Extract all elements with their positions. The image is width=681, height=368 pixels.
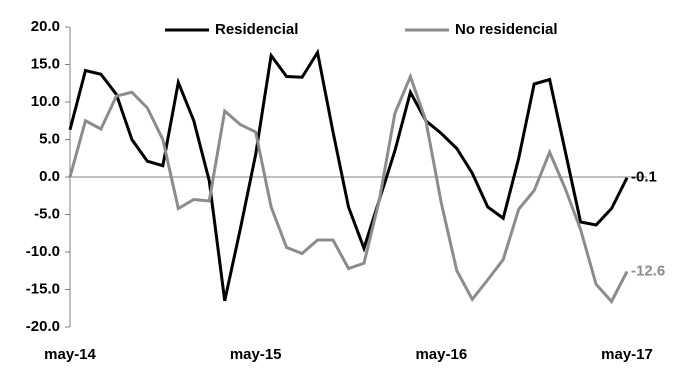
y-tick-label: -15.0: [26, 280, 60, 297]
y-tick-label: 20.0: [31, 18, 60, 35]
y-tick-label: 0.0: [39, 168, 60, 185]
legend-label: Residencial: [215, 21, 298, 38]
y-tick-label: -10.0: [26, 243, 60, 260]
x-tick-label: may-15: [230, 346, 282, 363]
y-tick-label: 5.0: [39, 130, 60, 147]
x-tick-label: may-14: [44, 346, 96, 363]
end-label: -0.1: [631, 169, 657, 186]
x-tick-label: may-17: [601, 346, 653, 363]
series-line: [68, 48, 629, 302]
y-tick-label: -20.0: [26, 318, 60, 335]
legend-label: No residencial: [455, 21, 558, 38]
end-label: -12.6: [631, 262, 665, 279]
y-tick-label: 10.0: [31, 93, 60, 110]
y-tick-label: -5.0: [34, 205, 60, 222]
y-tick-label: 15.0: [31, 55, 60, 72]
series-line: [68, 72, 629, 305]
x-tick-label: may-16: [415, 346, 467, 363]
